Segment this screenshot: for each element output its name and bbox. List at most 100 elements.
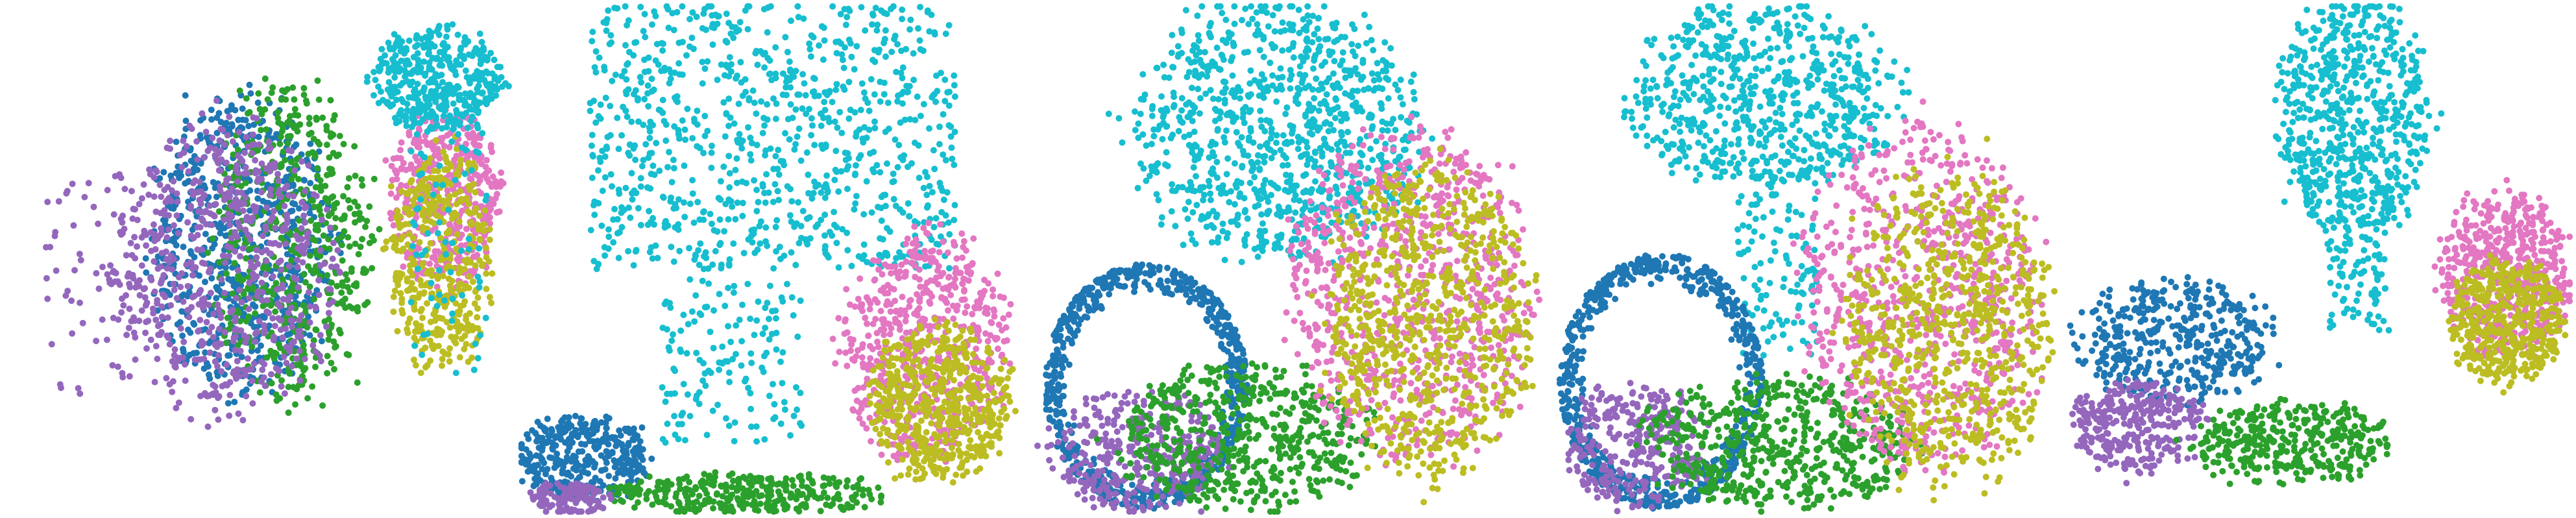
data-point [433, 92, 440, 99]
data-point [417, 150, 424, 157]
data-point [419, 314, 426, 321]
data-point [871, 58, 879, 66]
data-point [789, 72, 796, 79]
data-point [302, 97, 310, 105]
data-point [791, 146, 798, 153]
data-point [601, 153, 609, 160]
data-point [178, 308, 186, 315]
data-point [215, 394, 221, 401]
data-point [315, 291, 322, 299]
data-point [407, 299, 415, 306]
data-point [305, 229, 312, 236]
data-point [807, 235, 814, 242]
data-point [483, 270, 490, 277]
data-point [439, 348, 446, 355]
data-point [296, 217, 302, 224]
data-point [180, 137, 187, 144]
data-point [898, 261, 905, 268]
data-point [476, 245, 483, 252]
data-point [707, 210, 714, 217]
data-point [489, 70, 496, 77]
data-point [288, 257, 295, 264]
data-point [661, 220, 668, 227]
data-point [775, 197, 783, 204]
data-point [457, 161, 464, 168]
data-point [938, 208, 945, 216]
data-point [215, 167, 223, 174]
data-point [249, 400, 256, 407]
data-point [428, 88, 435, 95]
data-point [312, 303, 319, 310]
data-point [757, 240, 764, 247]
data-point [899, 6, 906, 13]
data-point [868, 209, 875, 216]
data-point [178, 270, 186, 277]
data-point [916, 175, 923, 181]
data-point [694, 199, 701, 206]
data-point [739, 301, 746, 308]
data-point [678, 421, 685, 428]
data-point [400, 263, 407, 270]
data-point [963, 264, 970, 271]
data-point [948, 144, 955, 151]
data-point [925, 219, 932, 227]
data-point [864, 99, 871, 106]
data-point [858, 344, 866, 351]
data-point [234, 178, 241, 185]
data-point [208, 116, 215, 123]
data-point [801, 80, 808, 87]
data-point [469, 278, 476, 285]
data-point [887, 308, 894, 315]
data-point [831, 221, 838, 228]
data-point [873, 27, 881, 34]
data-point [772, 180, 779, 188]
data-point [142, 255, 149, 262]
data-point [117, 175, 125, 181]
data-point [952, 265, 959, 272]
data-point [990, 306, 997, 313]
data-point [474, 325, 481, 332]
data-point [429, 55, 436, 62]
data-point [239, 158, 246, 165]
data-point [753, 142, 760, 149]
data-point [607, 103, 614, 110]
data-point [472, 189, 479, 196]
data-point [285, 310, 292, 316]
data-point [635, 118, 642, 125]
data-point [270, 336, 277, 343]
data-point [664, 390, 671, 397]
data-point [767, 145, 774, 152]
data-point [592, 48, 600, 55]
data-point [786, 58, 793, 65]
data-point [611, 206, 618, 213]
data-point [300, 212, 308, 219]
data-point [974, 380, 981, 387]
data-point [672, 94, 678, 101]
data-point [259, 313, 266, 320]
data-point [212, 201, 219, 208]
data-point [797, 157, 805, 164]
data-point [820, 56, 827, 63]
data-point [424, 37, 431, 44]
data-point [234, 146, 241, 153]
data-point [700, 10, 707, 17]
data-point [436, 49, 443, 56]
data-point [806, 106, 812, 112]
data-point [209, 134, 216, 142]
data-point [280, 148, 287, 155]
data-point [242, 164, 249, 171]
data-point [267, 145, 274, 152]
data-point [136, 201, 143, 208]
data-point [903, 240, 909, 247]
data-point [258, 297, 265, 304]
data-point [288, 363, 295, 370]
data-point [212, 145, 219, 153]
data-point [644, 82, 651, 89]
data-point [632, 248, 639, 255]
data-point [314, 173, 321, 180]
data-point [462, 67, 469, 74]
data-point [992, 336, 999, 343]
data-point [892, 263, 899, 270]
data-point [239, 116, 246, 123]
data-point [681, 437, 688, 444]
